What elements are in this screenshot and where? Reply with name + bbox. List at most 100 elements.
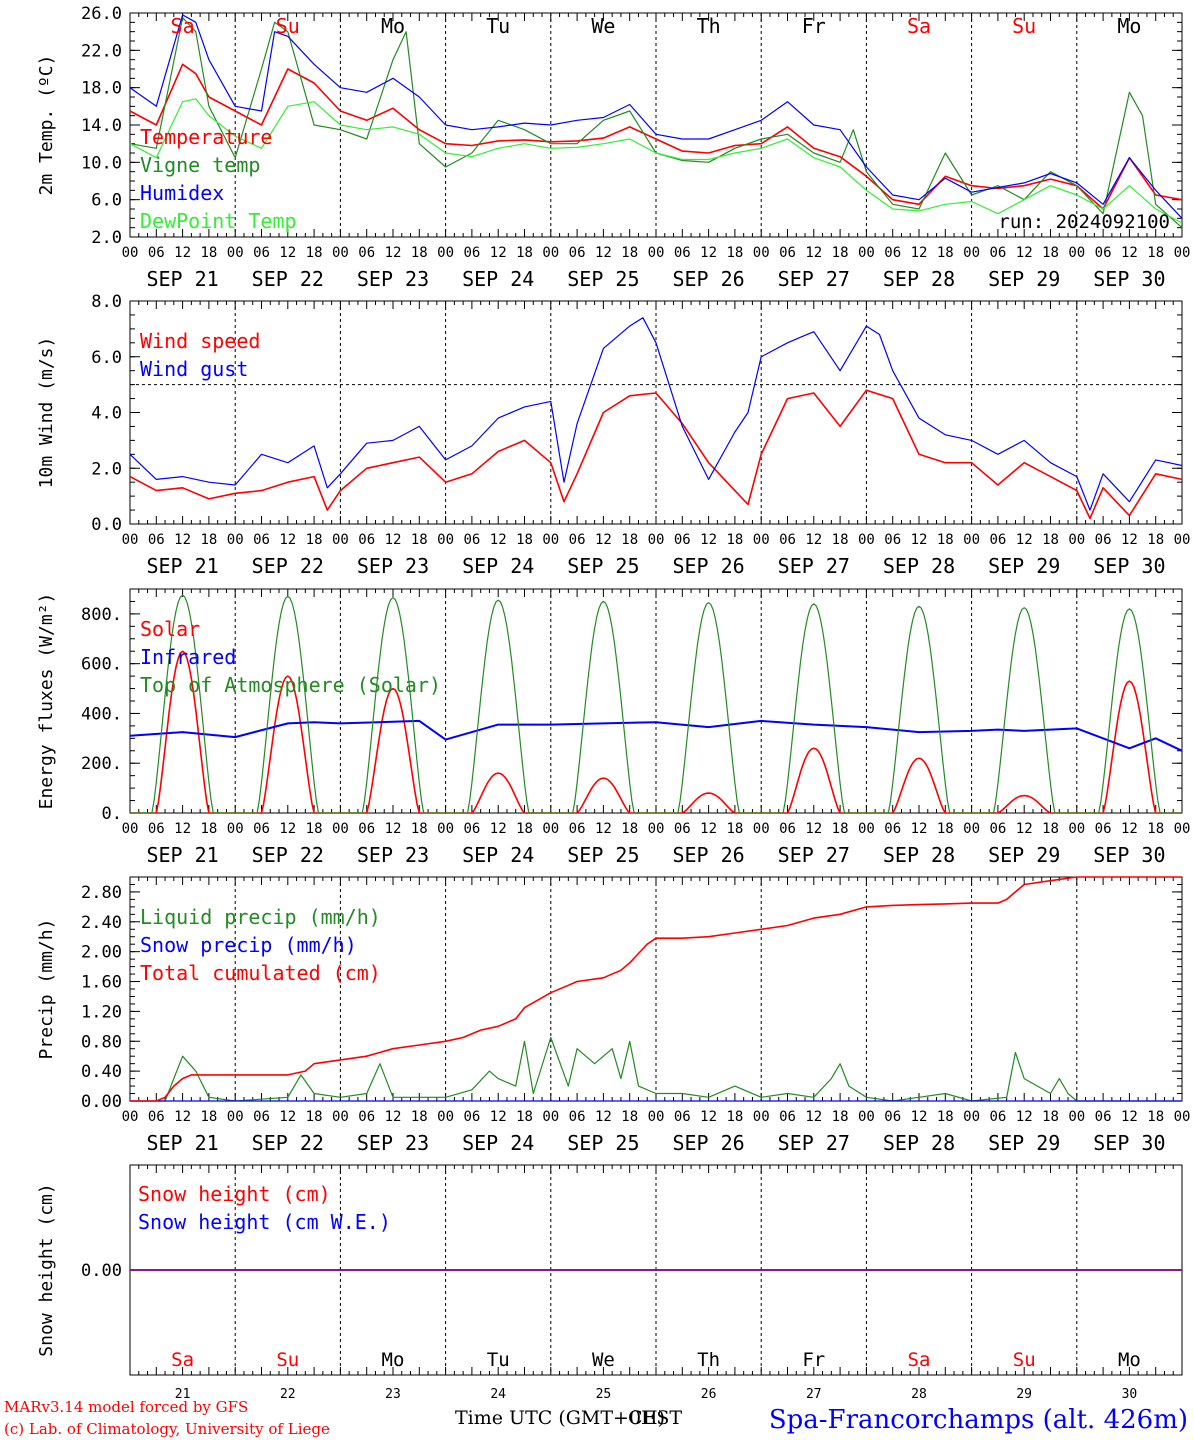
hour-label: 06 <box>358 1109 375 1125</box>
hour-label: 12 <box>805 532 822 548</box>
date-label: SEP 21 <box>146 267 218 291</box>
y-tick-label: 0.80 <box>81 1032 122 1052</box>
model-credit: MARv3.14 model forced by GFS <box>4 1398 248 1416</box>
day-name: Th <box>697 1349 720 1371</box>
hour-label: 00 <box>753 1109 770 1125</box>
series-infrared <box>129 719 1183 752</box>
hour-label: 06 <box>148 532 165 548</box>
hour-label: 18 <box>516 532 533 548</box>
date-label: SEP 29 <box>988 1131 1060 1155</box>
day-name: Tu <box>486 14 510 38</box>
day-name: Fr <box>802 14 826 38</box>
hour-label: 06 <box>884 245 901 261</box>
hour-label: 00 <box>963 245 980 261</box>
series-wind-speed <box>129 389 1183 520</box>
hour-label: 00 <box>437 532 454 548</box>
date-label: SEP 29 <box>988 843 1060 867</box>
hour-label: 18 <box>516 245 533 261</box>
hour-label: 00 <box>648 532 665 548</box>
hour-label: 18 <box>937 532 954 548</box>
hour-label: 06 <box>569 532 586 548</box>
hour-label: 18 <box>516 821 533 837</box>
hour-label: 00 <box>542 532 559 548</box>
hour-label: 18 <box>937 245 954 261</box>
date-label: SEP 23 <box>357 843 429 867</box>
hour-label: 00 <box>1068 821 1085 837</box>
hour-label: 06 <box>1095 1109 1112 1125</box>
hour-label: 18 <box>621 532 638 548</box>
series-top-of-atmosphere-solar <box>130 594 1182 814</box>
date-label: SEP 22 <box>252 1131 324 1155</box>
hour-label: 06 <box>253 245 270 261</box>
hour-label: 00 <box>542 821 559 837</box>
date-label: SEP 23 <box>357 1131 429 1155</box>
hour-label: 06 <box>674 532 691 548</box>
hour-label: 00 <box>437 1109 454 1125</box>
y-tick-label: 800. <box>81 605 122 625</box>
hour-label: 00 <box>648 245 665 261</box>
hour-label: 00 <box>332 1109 349 1125</box>
day-name: Su <box>276 14 300 38</box>
hour-label: 00 <box>858 821 875 837</box>
series-dewpoint-temp <box>129 98 1183 224</box>
hour-label: 06 <box>1095 821 1112 837</box>
hour-label: 06 <box>989 532 1006 548</box>
day-number: 25 <box>596 1387 612 1402</box>
legend-entry: Snow height (cm) <box>138 1182 331 1206</box>
hour-label: 06 <box>779 1109 796 1125</box>
y-tick-label: 200. <box>81 754 122 774</box>
hour-label: 12 <box>1016 821 1033 837</box>
hour-label: 00 <box>858 532 875 548</box>
date-label: SEP 26 <box>672 843 744 867</box>
hour-label: 06 <box>779 821 796 837</box>
hour-label: 00 <box>332 245 349 261</box>
date-label: SEP 24 <box>462 843 534 867</box>
hour-label: 12 <box>279 532 296 548</box>
legend-entry: Temperature <box>140 125 272 149</box>
hour-label: 18 <box>306 1109 323 1125</box>
y-axis-label: 2m Temp. (ºC) <box>36 55 57 196</box>
date-label: SEP 29 <box>988 554 1060 578</box>
hour-label: 00 <box>332 532 349 548</box>
hour-label: 06 <box>1095 532 1112 548</box>
hour-label: 00 <box>1174 1109 1191 1125</box>
day-name: Sa <box>171 14 195 38</box>
series-total-cumulated-cm <box>130 876 1182 1102</box>
date-label: SEP 25 <box>567 267 639 291</box>
panel-temp: 2.0 6.0 10.0 14.0 18.0 22.0 26.0 2m Temp. (ºC) 0… <box>36 4 1190 291</box>
date-label: SEP 24 <box>462 554 534 578</box>
hour-label: 06 <box>463 245 480 261</box>
hour-label: 06 <box>989 245 1006 261</box>
hour-label: 06 <box>884 821 901 837</box>
date-label: SEP 27 <box>778 267 850 291</box>
date-label: SEP 29 <box>988 267 1060 291</box>
hour-label: 12 <box>490 821 507 837</box>
y-axis-label: Energy fluxes (W/m²) <box>36 593 57 810</box>
legend-entry: Wind speed <box>140 329 260 353</box>
hour-label: 06 <box>148 245 165 261</box>
day-name: We <box>592 1349 615 1371</box>
date-label: SEP 28 <box>883 267 955 291</box>
hour-label: 00 <box>753 245 770 261</box>
y-tick-label: 1.60 <box>81 973 122 993</box>
legend-entry: Total cumulated (cm) <box>140 961 381 985</box>
hour-label: 06 <box>884 532 901 548</box>
hour-label: 00 <box>542 245 559 261</box>
hour-label: 18 <box>1147 532 1164 548</box>
hour-label: 18 <box>937 821 954 837</box>
legend-entry: Liquid precip (mm/h) <box>140 905 381 929</box>
plot-frame <box>129 12 1183 238</box>
hour-label: 18 <box>200 821 217 837</box>
hour-label: 00 <box>1174 821 1191 837</box>
hour-label: 18 <box>306 245 323 261</box>
date-label: SEP 30 <box>1093 843 1165 867</box>
hour-label: 00 <box>437 245 454 261</box>
hour-label: 00 <box>437 821 454 837</box>
hour-label: 12 <box>1016 532 1033 548</box>
hour-label: 00 <box>227 821 244 837</box>
y-tick-label: 0.0 <box>91 515 122 535</box>
hour-label: 00 <box>227 1109 244 1125</box>
hour-label: 18 <box>411 1109 428 1125</box>
day-name: Fr <box>802 1349 825 1371</box>
y-tick-label: 1.20 <box>81 1002 122 1022</box>
